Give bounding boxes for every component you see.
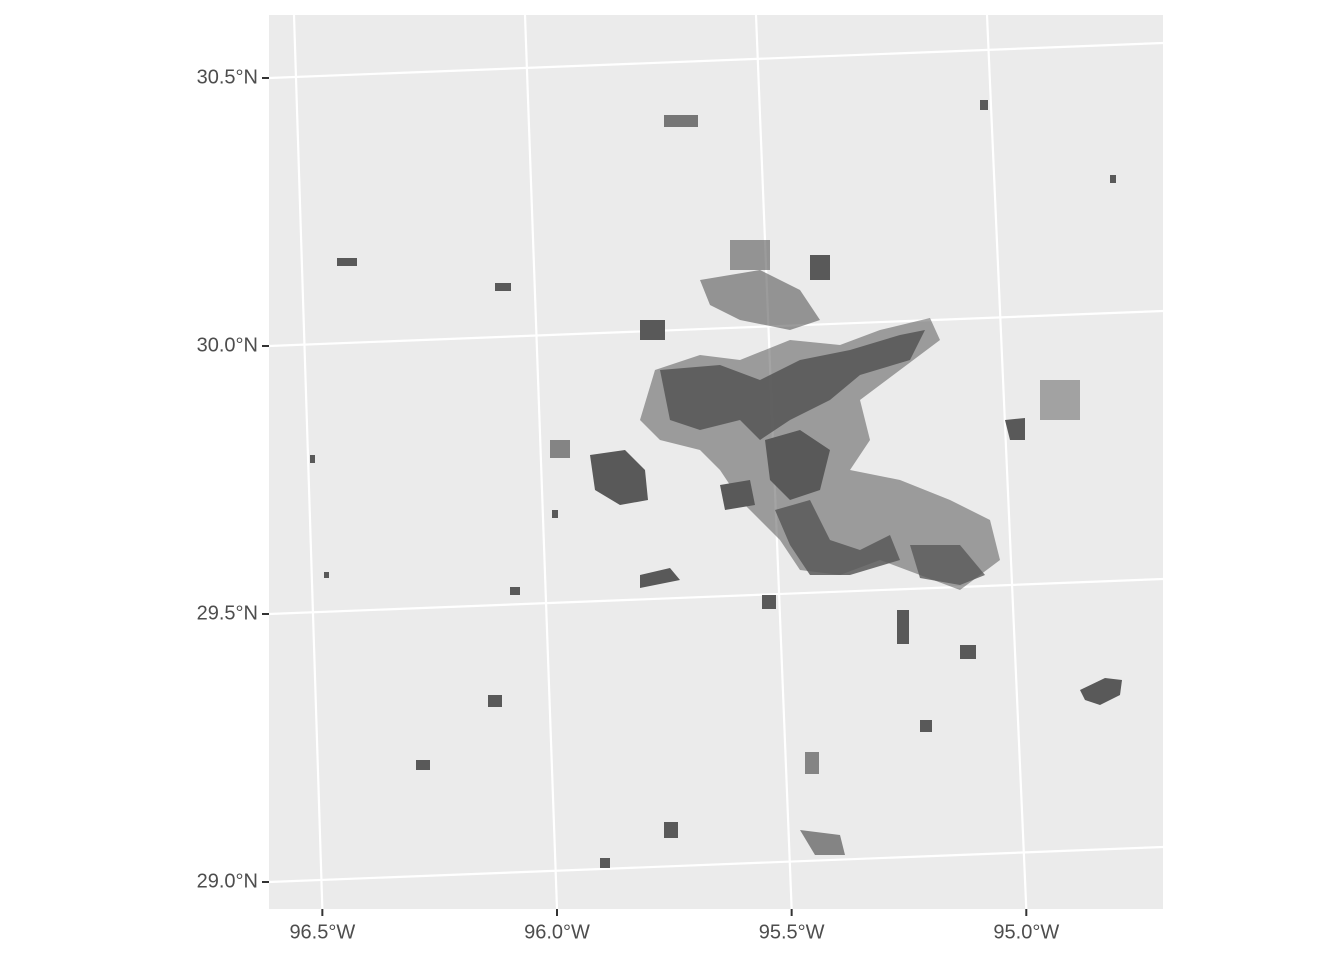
y-tick-label: 29.0°N [197,870,258,892]
urban-areas [310,100,1122,868]
grid-line [269,309,1163,348]
axes: 30.5°N 30.0°N 29.5°N 29.0°N 96.5°W 96.0°W 95.5… [197,66,1060,943]
x-tick-label: 95.5°W [759,921,825,943]
grid-line [269,41,1163,80]
graticule [269,15,1163,909]
y-tick-label: 30.5°N [197,66,258,88]
grid-line [269,577,1163,616]
grid-line [269,845,1163,884]
grid-line [292,15,324,909]
x-tick-label: 95.0°W [993,921,1059,943]
y-tick-label: 30.0°N [197,334,258,356]
x-tick-label: 96.0°W [524,921,590,943]
x-tick-label: 96.5°W [289,921,355,943]
y-tick-label: 29.5°N [197,602,258,624]
grid-line [523,15,559,909]
grid-line [985,15,1028,909]
